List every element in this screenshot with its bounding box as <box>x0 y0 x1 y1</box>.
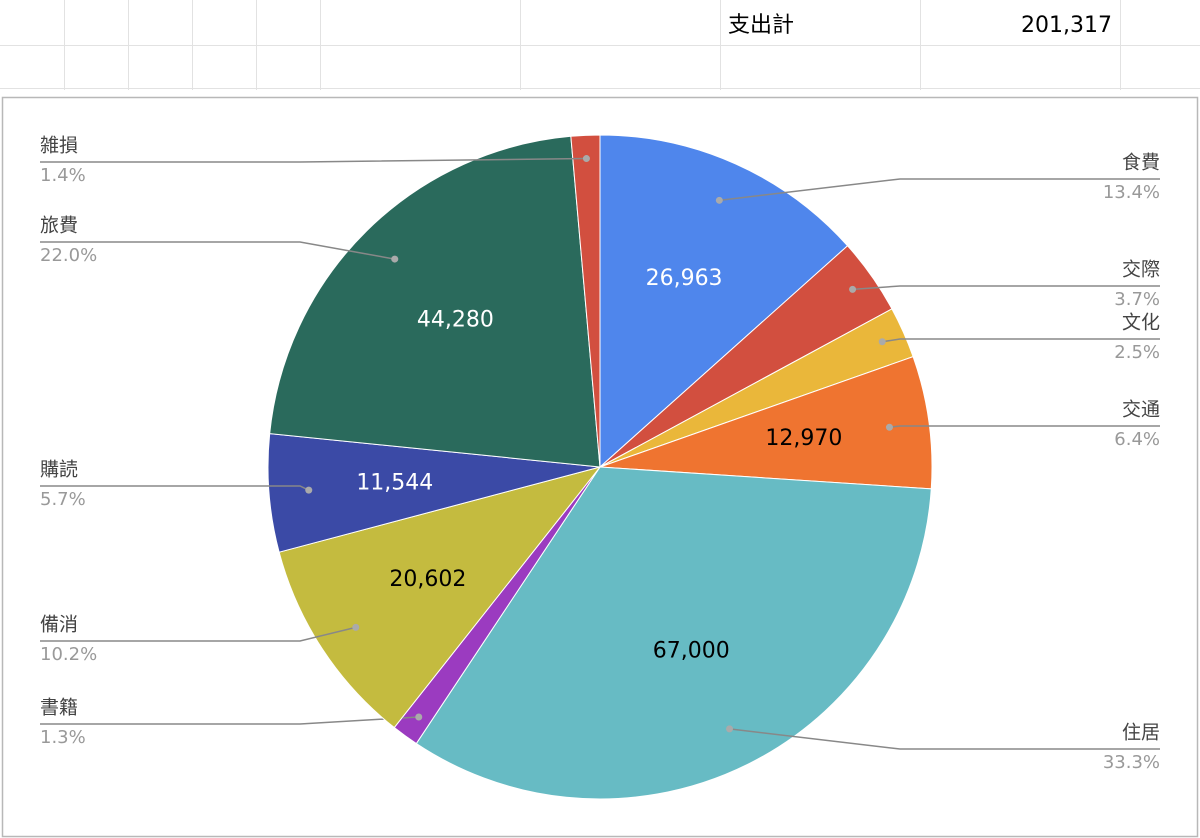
percent-label: 33.3% <box>1103 752 1160 773</box>
legend-label: 購読 <box>40 459 78 481</box>
cell-label[interactable]: 支出計 <box>728 13 794 38</box>
percent-label: 13.4% <box>1103 182 1160 203</box>
leader-line <box>852 285 1160 291</box>
percent-label: 3.7% <box>1114 289 1160 310</box>
percent-label: 1.4% <box>40 165 86 186</box>
pie-slice <box>599 356 933 490</box>
leader-dot <box>391 255 399 263</box>
leader-line <box>40 241 395 260</box>
leader-dot <box>715 196 723 204</box>
percent-label: 1.3% <box>40 727 86 748</box>
legend-label: 備消 <box>40 614 78 636</box>
leader-dot <box>726 725 734 733</box>
percent-label: 10.2% <box>40 644 97 665</box>
leader-line <box>719 178 1160 202</box>
leader-line <box>882 338 1160 343</box>
leader-line <box>889 425 1160 429</box>
pie-chart: 26,963 食費 13.4% 交際 3.7%文化 2.5% 12,970 交通 6.4% 67,… <box>40 134 1160 800</box>
pie-slice <box>570 134 601 468</box>
leader-line <box>40 626 356 642</box>
percent-label: 22.0% <box>40 245 97 266</box>
legend-label: 交際 <box>1122 259 1160 281</box>
leader-dot <box>352 623 360 631</box>
legend-label: 食費 <box>1122 152 1160 174</box>
leader-dot <box>305 486 313 494</box>
legend-label: 旅費 <box>40 215 78 237</box>
pie-slice <box>278 466 602 729</box>
leader-line <box>40 716 419 725</box>
cell-value[interactable]: 201,317 <box>1021 13 1112 38</box>
legend-label: 書籍 <box>40 697 78 719</box>
cell-grid <box>0 0 1200 90</box>
slice-value-label: 26,963 <box>646 266 723 291</box>
slice-value-label: 44,280 <box>417 308 494 333</box>
slice-value-label: 12,970 <box>765 426 842 451</box>
slice-value-label: 20,602 <box>389 567 466 592</box>
legend-label: 住居 <box>1122 722 1160 744</box>
leader-dot <box>885 423 893 431</box>
percent-label: 6.4% <box>1114 429 1160 450</box>
legend-label: 文化 <box>1122 312 1160 334</box>
percent-label: 2.5% <box>1114 342 1160 363</box>
pie-slice <box>269 135 601 468</box>
legend-label: 雑損 <box>40 135 78 157</box>
slice-value-label: 11,544 <box>356 470 433 495</box>
legend-label: 交通 <box>1122 399 1160 421</box>
percent-label: 5.7% <box>40 489 86 510</box>
pie-slice <box>599 134 849 469</box>
slice-value-label: 67,000 <box>653 639 730 664</box>
leader-dot <box>415 713 423 721</box>
leader-dot <box>582 155 590 163</box>
leader-dot <box>849 285 857 293</box>
leader-line <box>729 728 1160 750</box>
leader-dot <box>878 338 886 346</box>
leader-line <box>40 157 587 163</box>
